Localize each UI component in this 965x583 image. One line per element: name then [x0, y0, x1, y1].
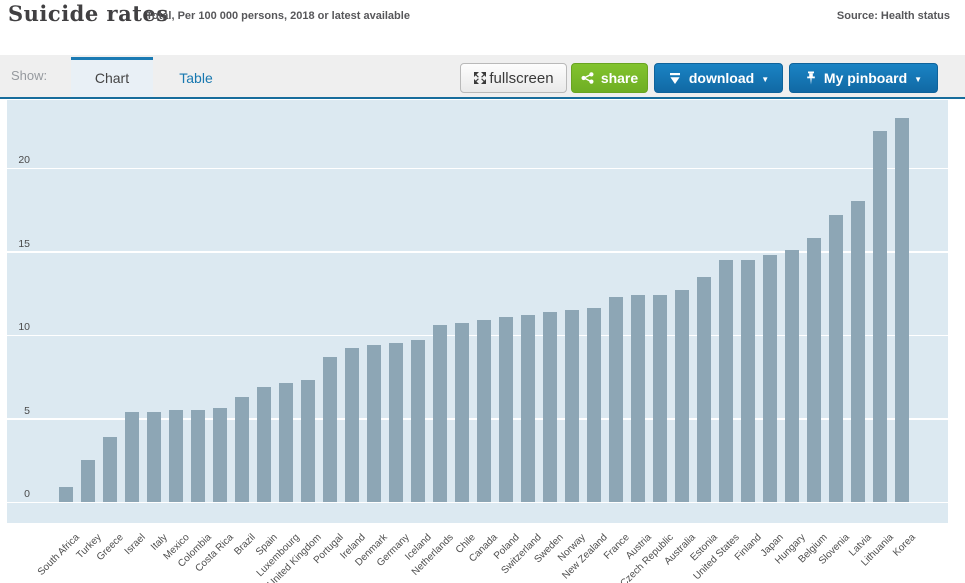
bar-sweden[interactable] — [542, 311, 557, 502]
bar-switzerland[interactable] — [520, 314, 535, 502]
share-button-label: share — [600, 70, 639, 86]
bar-chart-plot: 0 5 10 15 20 — [7, 100, 948, 523]
bar-spain[interactable] — [256, 386, 271, 502]
y-axis-tick-label: 5 — [24, 404, 30, 417]
bar-luxembourg[interactable] — [278, 383, 293, 502]
bar-germany[interactable] — [388, 343, 403, 502]
bar-france[interactable] — [608, 296, 623, 502]
toolbar: Show: Chart Table fullscreen — [0, 55, 965, 97]
gridline-y-15 — [7, 251, 948, 253]
gridline-y-20 — [7, 167, 948, 169]
my-pinboard-button[interactable]: My pinboard ▼ — [789, 63, 938, 93]
fullscreen-button[interactable]: fullscreen — [460, 63, 567, 93]
bar-estonia[interactable] — [696, 276, 711, 502]
bar-brazil[interactable] — [234, 396, 249, 502]
bar-turkey[interactable] — [80, 460, 95, 502]
bar-belgium[interactable] — [806, 238, 821, 502]
toolbar-separator — [0, 97, 965, 99]
bar-finland[interactable] — [740, 259, 755, 502]
bar-canada[interactable] — [476, 319, 491, 502]
bar-austria[interactable] — [630, 294, 645, 502]
bar-colombia[interactable] — [190, 410, 205, 502]
expand-icon — [473, 71, 487, 85]
header: Suicide rates Total, Per 100 000 persons… — [0, 0, 965, 55]
bar-denmark[interactable] — [366, 345, 381, 502]
bar-norway[interactable] — [564, 309, 579, 502]
y-axis-tick-label: 10 — [18, 321, 30, 333]
download-button-label: download — [688, 70, 755, 86]
share-icon — [581, 72, 594, 84]
bar-mexico[interactable] — [168, 410, 183, 502]
gridline-y-0 — [7, 501, 948, 503]
tab-chart[interactable]: Chart — [71, 57, 153, 97]
bar-korea[interactable] — [894, 117, 909, 502]
bar-lithuania[interactable] — [872, 131, 887, 502]
y-axis-tick-label: 20 — [18, 154, 30, 166]
caret-down-icon: ▼ — [914, 74, 923, 84]
bar-poland[interactable] — [498, 316, 513, 502]
pushpin-icon — [805, 71, 817, 85]
bar-australia[interactable] — [674, 289, 689, 502]
page-subtitle: Total, Per 100 000 persons, 2018 or late… — [146, 10, 410, 22]
fullscreen-button-label: fullscreen — [489, 69, 554, 87]
bar-new-zealand[interactable] — [586, 308, 601, 502]
bar-ireland[interactable] — [344, 348, 359, 502]
bar-slovenia[interactable] — [828, 214, 843, 502]
pinboard-button-label: My pinboard — [823, 70, 908, 86]
bar-latvia[interactable] — [850, 201, 865, 502]
bar-hungary[interactable] — [784, 249, 799, 502]
bar-netherlands[interactable] — [432, 324, 447, 502]
tab-table[interactable]: Table — [179, 70, 213, 86]
bar-israel[interactable] — [124, 411, 139, 502]
share-button[interactable]: share — [571, 63, 648, 93]
bar-czech-republic[interactable] — [652, 294, 667, 502]
show-label: Show: — [11, 68, 48, 83]
download-icon — [668, 72, 682, 85]
y-axis-tick-label: 0 — [24, 488, 30, 500]
bar-greece[interactable] — [102, 436, 117, 502]
bar-japan[interactable] — [762, 254, 777, 502]
bar-iceland[interactable] — [410, 340, 425, 502]
x-axis-labels: South Africa Turkey Greece Israel Italy Mexic… — [7, 524, 958, 583]
bar-united-states[interactable] — [718, 259, 733, 502]
download-button[interactable]: download ▼ — [654, 63, 783, 93]
bar-united-kingdom[interactable] — [300, 380, 315, 502]
y-axis-tick-label: 15 — [18, 237, 30, 250]
bar-south-africa[interactable] — [58, 486, 73, 502]
bar-italy[interactable] — [146, 411, 161, 502]
source-label: Source: Health status — [836, 10, 950, 22]
bar-chile[interactable] — [454, 323, 469, 502]
page-title: Suicide rates — [8, 1, 169, 26]
bar-costa-rica[interactable] — [212, 408, 227, 502]
caret-down-icon: ▼ — [761, 74, 770, 84]
bar-portugal[interactable] — [322, 356, 337, 502]
